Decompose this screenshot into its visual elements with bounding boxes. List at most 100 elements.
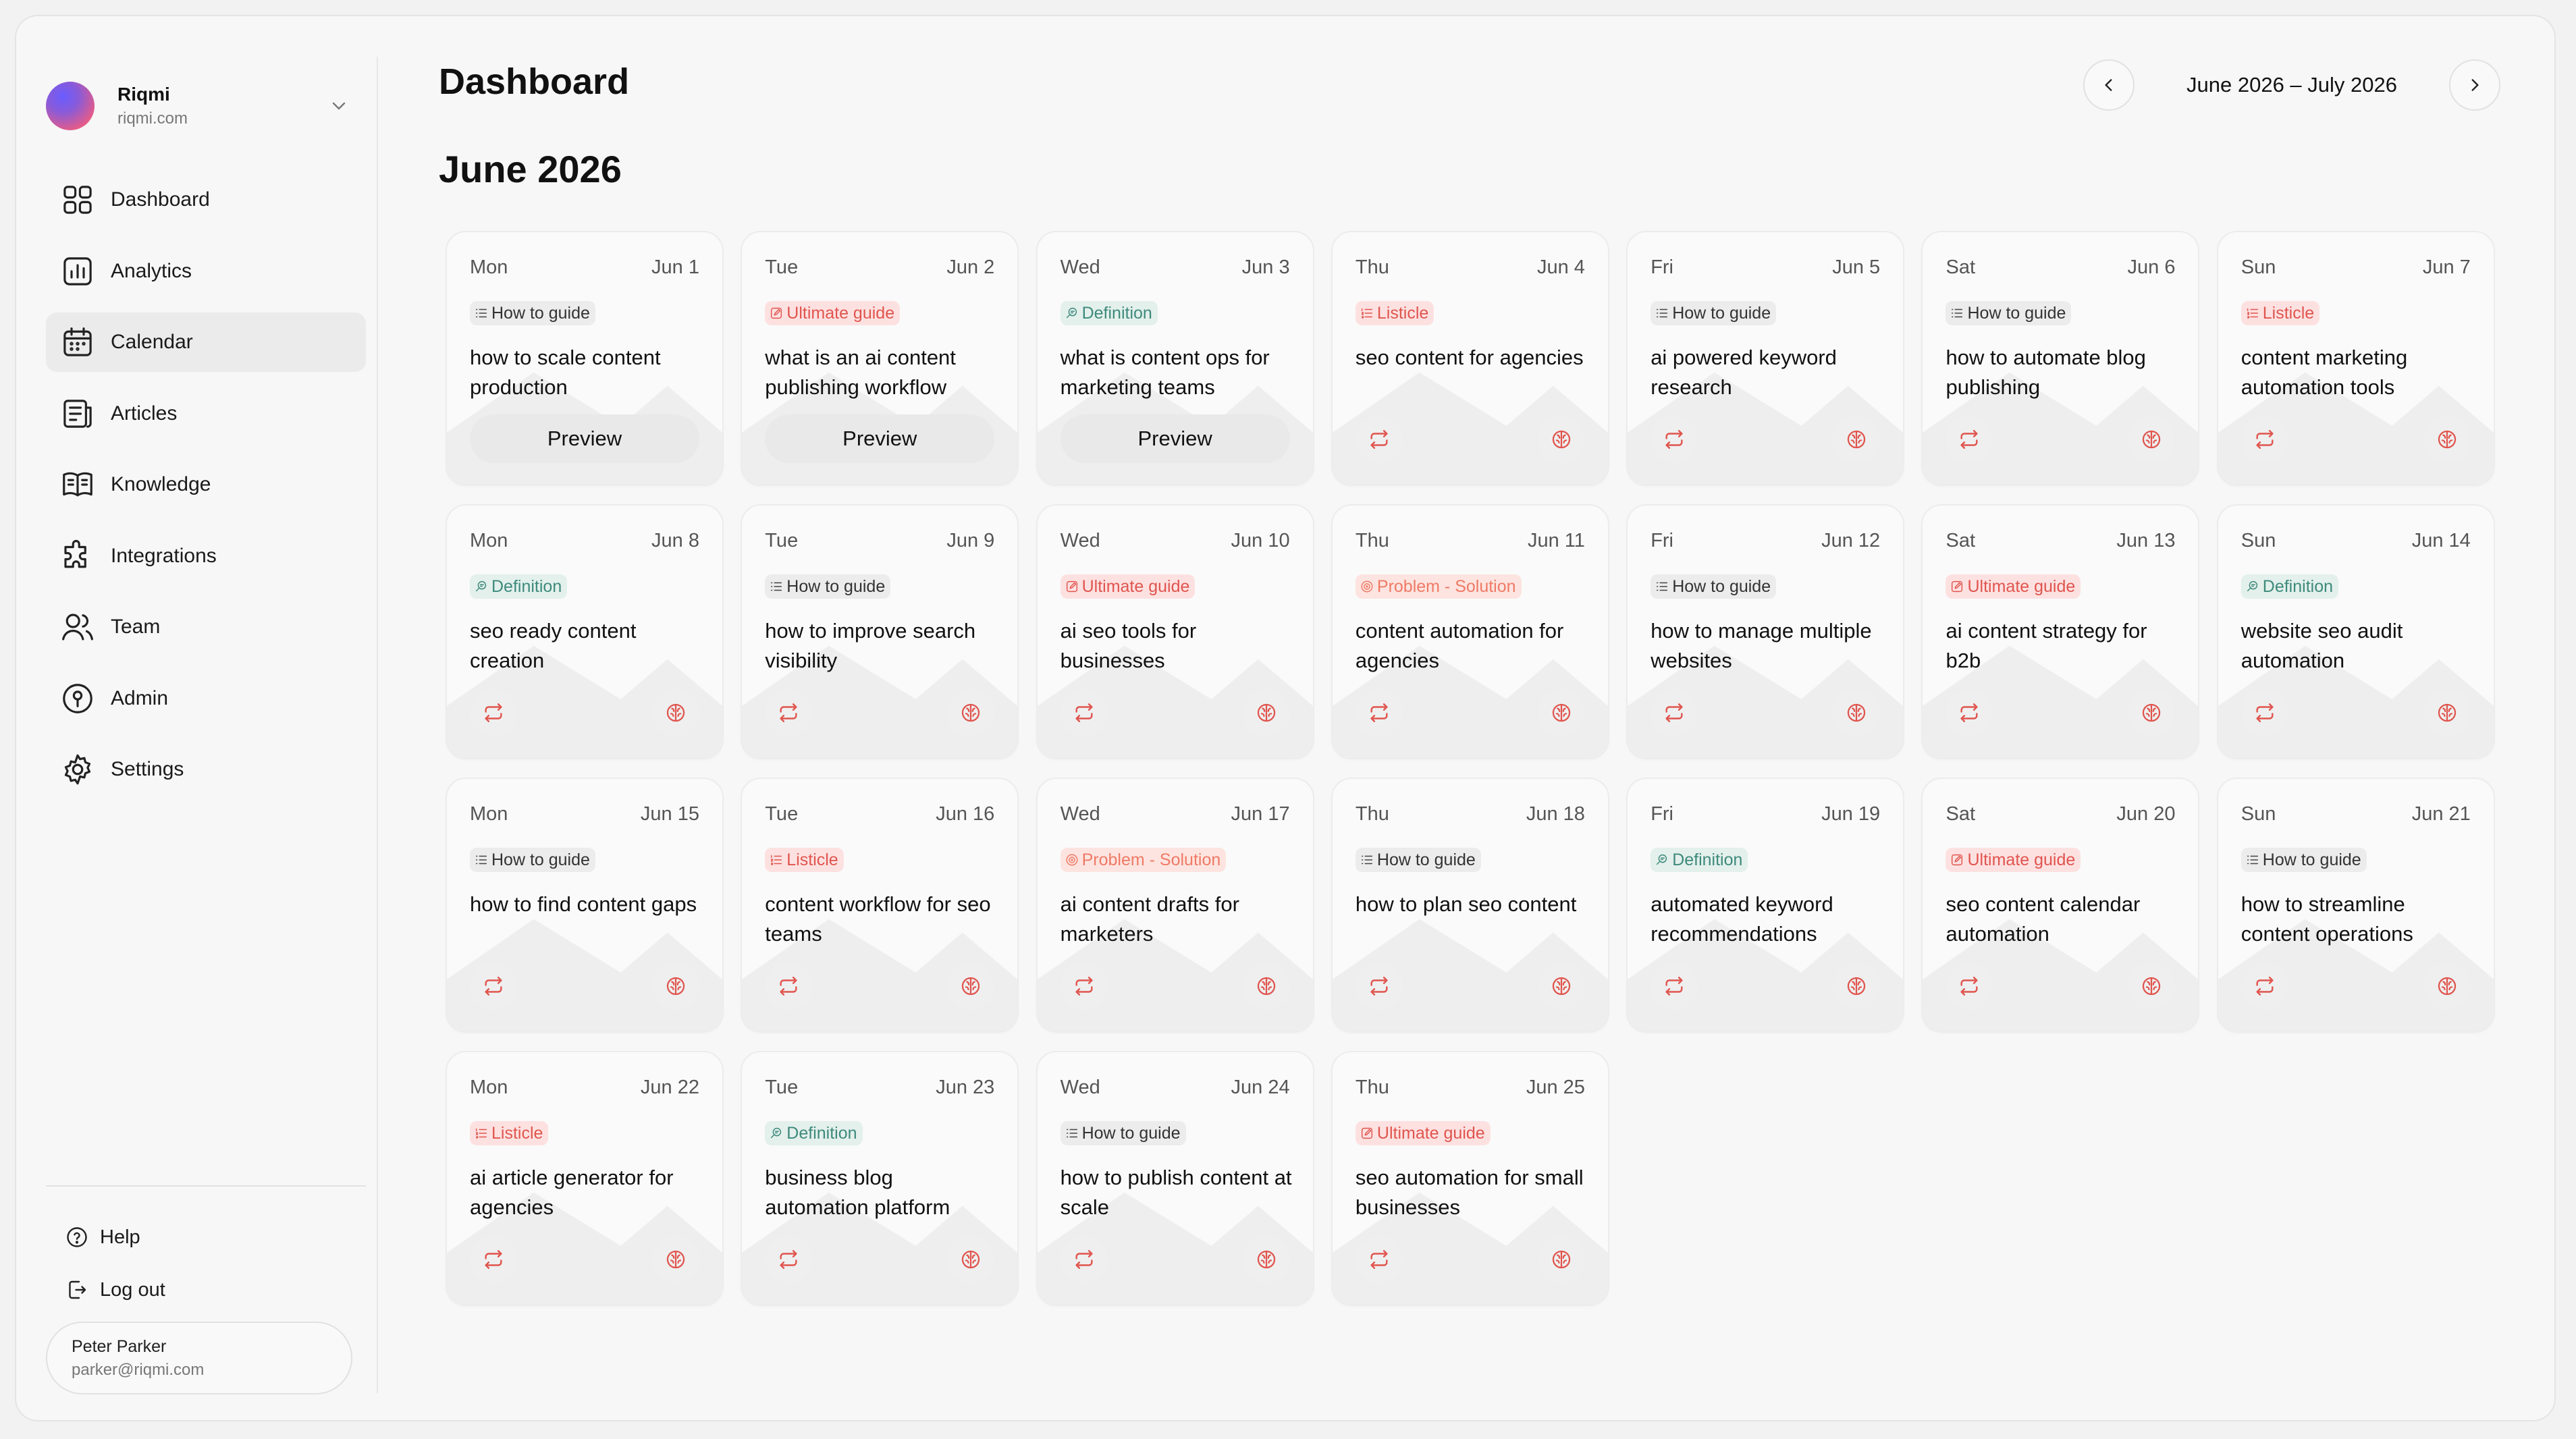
regenerate-button[interactable] (470, 1236, 517, 1283)
regenerate-button[interactable] (1060, 962, 1108, 1010)
regenerate-button[interactable] (470, 962, 517, 1010)
day-card[interactable]: Tue Jun 16 Listicle content workflow for se… (741, 778, 1019, 1033)
regenerate-button[interactable] (765, 962, 813, 1010)
brain-button[interactable] (947, 962, 995, 1010)
sidebar-item-knowledge[interactable]: Knowledge (46, 455, 366, 514)
brain-button[interactable] (2128, 962, 2176, 1010)
day-card[interactable]: Tue Jun 9 How to guide how to improve searc… (741, 504, 1019, 759)
preview-button[interactable]: Preview (1060, 414, 1290, 463)
day-card[interactable]: Mon Jun 15 How to guide how to find content… (446, 778, 724, 1033)
day-card[interactable]: Thu Jun 18 How to guide how to plan seo con… (1331, 778, 1609, 1033)
day-card[interactable]: Mon Jun 1 How to guide how to scale content… (446, 231, 724, 486)
day-card[interactable]: Mon Jun 22 Listicle ai article generator fo… (446, 1051, 724, 1306)
brain-button[interactable] (1242, 689, 1290, 736)
brain-button[interactable] (947, 689, 995, 736)
day-card[interactable]: Wed Jun 17 Problem - Solution ai content dr… (1036, 778, 1314, 1033)
day-card[interactable]: Sat Jun 20 Ultimate guide seo content calen… (1921, 778, 2200, 1033)
regenerate-button[interactable] (1355, 416, 1403, 463)
regenerate-button[interactable] (2240, 689, 2288, 736)
regenerate-button[interactable] (1946, 962, 1993, 1010)
brain-button[interactable] (2423, 689, 2471, 736)
sidebar-item-calendar[interactable]: Calendar (46, 313, 366, 372)
sidebar-item-settings[interactable]: Settings (46, 740, 366, 799)
sidebar-item-admin[interactable]: Admin (46, 669, 366, 728)
day-card[interactable]: Sun Jun 7 Listicle content marketing automa… (2216, 231, 2495, 486)
refresh-icon (780, 977, 797, 996)
user-card[interactable]: Peter Parker parker@riqmi.com (46, 1322, 352, 1394)
regenerate-button[interactable] (1651, 689, 1698, 736)
day-date: Jun 22 (640, 1077, 699, 1098)
day-card[interactable]: Thu Jun 4 Listicle seo content for agencies (1331, 231, 1609, 486)
brain-button[interactable] (2128, 416, 2176, 463)
brain-button[interactable] (1833, 689, 1881, 736)
workspace-avatar (46, 82, 95, 130)
workspace-switcher[interactable]: Riqmi riqmi.com (46, 65, 366, 147)
articles-icon (63, 399, 92, 428)
regenerate-button[interactable] (470, 689, 517, 736)
brain-button[interactable] (652, 689, 699, 736)
day-card[interactable]: Sat Jun 6 How to guide how to automate blog… (1921, 231, 2200, 486)
day-card[interactable]: Sat Jun 13 Ultimate guide ai content strate… (1921, 504, 2200, 759)
regenerate-button[interactable] (1651, 962, 1698, 1010)
brain-button[interactable] (1833, 962, 1881, 1010)
article-type-tag: How to guide (470, 848, 595, 872)
day-card[interactable]: Thu Jun 11 Problem - Solution content autom… (1331, 504, 1609, 759)
day-card[interactable]: Thu Jun 25 Ultimate guide seo automation fo… (1331, 1051, 1609, 1306)
regenerate-button[interactable] (1946, 416, 1993, 463)
regenerate-button[interactable] (1060, 689, 1108, 736)
regenerate-button[interactable] (2240, 962, 2288, 1010)
brain-button[interactable] (1537, 416, 1585, 463)
regenerate-button[interactable] (2240, 416, 2288, 463)
brain-button[interactable] (1242, 1236, 1290, 1283)
brain-button[interactable] (1833, 416, 1881, 463)
article-title: seo automation for small businesses (1355, 1166, 1584, 1219)
regenerate-button[interactable] (1355, 1236, 1403, 1283)
day-card[interactable]: Sun Jun 21 How to guide how to streamline c… (2216, 778, 2495, 1033)
day-card[interactable]: Mon Jun 8 Definition seo ready content crea… (446, 504, 724, 759)
preview-button[interactable]: Preview (470, 414, 699, 463)
brain-button[interactable] (2128, 689, 2176, 736)
sidebar-item-analytics[interactable]: Analytics (46, 242, 366, 301)
day-card[interactable]: Wed Jun 10 Ultimate guide ai seo tools for … (1036, 504, 1314, 759)
brain-button[interactable] (1537, 962, 1585, 1010)
day-card[interactable]: Sun Jun 14 Definition website seo audit aut… (2216, 504, 2495, 759)
day-card[interactable]: Tue Jun 23 Definition business blog automat… (741, 1051, 1019, 1306)
regenerate-button[interactable] (765, 689, 813, 736)
preview-button[interactable]: Preview (765, 414, 995, 463)
regenerate-button[interactable] (1060, 1236, 1108, 1283)
brain-button[interactable] (2423, 962, 2471, 1010)
brain-button[interactable] (1537, 689, 1585, 736)
day-card[interactable]: Fri Jun 12 How to guide how to manage multi… (1626, 504, 1905, 759)
next-range-button[interactable] (2449, 59, 2500, 111)
tag-label: Ultimate guide (1376, 1123, 1485, 1143)
sidebar-item-integrations[interactable]: Integrations (46, 526, 366, 586)
tag-label: Problem - Solution (1081, 850, 1221, 869)
regenerate-button[interactable] (1355, 689, 1403, 736)
regenerate-button[interactable] (1946, 689, 1993, 736)
regenerate-button[interactable] (1651, 416, 1698, 463)
prev-range-button[interactable] (2083, 59, 2135, 111)
regenerate-button[interactable] (1355, 962, 1403, 1010)
day-card[interactable]: Wed Jun 24 How to guide how to publish cont… (1036, 1051, 1314, 1306)
tag-label: Ultimate guide (1081, 576, 1190, 596)
day-card[interactable]: Fri Jun 5 How to guide ai powered keyword r… (1626, 231, 1905, 486)
brain-button[interactable] (652, 1236, 699, 1283)
brain-icon (962, 703, 980, 722)
list-icon (1952, 308, 1963, 318)
search-document-icon (1657, 854, 1667, 865)
regenerate-button[interactable] (765, 1236, 813, 1283)
brain-button[interactable] (947, 1236, 995, 1283)
sidebar-item-articles[interactable]: Articles (46, 384, 366, 443)
help-link[interactable]: Help (46, 1211, 366, 1264)
sidebar-item-dashboard[interactable]: Dashboard (46, 170, 366, 229)
day-card[interactable]: Fri Jun 19 Definition automated keyword rec… (1626, 778, 1905, 1033)
brain-button[interactable] (1537, 1236, 1585, 1283)
brain-button[interactable] (2423, 416, 2471, 463)
brain-button[interactable] (1242, 962, 1290, 1010)
day-card[interactable]: Tue Jun 2 Ultimate guide what is an ai cont… (741, 231, 1019, 486)
article-type-tag: How to guide (470, 301, 595, 325)
day-card[interactable]: Wed Jun 3 Definition what is content ops fo… (1036, 231, 1314, 486)
sidebar-item-team[interactable]: Team (46, 597, 366, 657)
logout-link[interactable]: Log out (46, 1264, 366, 1316)
brain-button[interactable] (652, 962, 699, 1010)
